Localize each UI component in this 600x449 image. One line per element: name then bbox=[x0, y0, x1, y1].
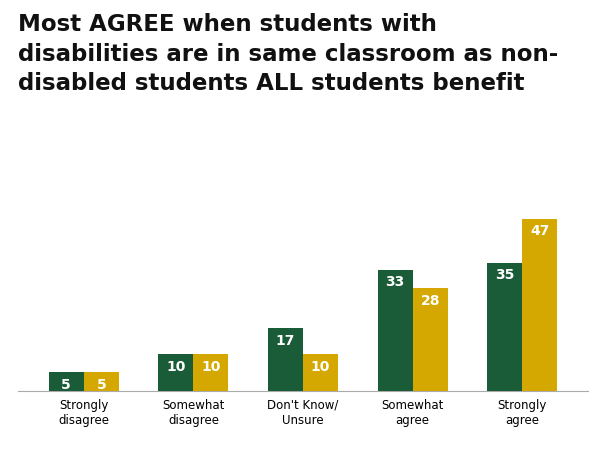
Bar bbox=[303, 354, 338, 391]
Text: 5: 5 bbox=[61, 378, 71, 392]
Bar bbox=[413, 288, 448, 391]
Bar bbox=[268, 328, 303, 391]
Text: 28: 28 bbox=[421, 294, 440, 308]
Text: 47: 47 bbox=[530, 224, 550, 238]
Bar bbox=[84, 372, 119, 391]
Text: 5: 5 bbox=[97, 378, 106, 392]
Text: 35: 35 bbox=[495, 268, 514, 282]
Text: 10: 10 bbox=[311, 360, 330, 374]
Bar bbox=[193, 354, 229, 391]
Bar bbox=[522, 219, 557, 391]
Text: Most AGREE when students with
disabilities are in same classroom as non-
disable: Most AGREE when students with disabiliti… bbox=[18, 13, 558, 95]
Text: 33: 33 bbox=[385, 275, 405, 290]
Bar bbox=[158, 354, 193, 391]
Text: 17: 17 bbox=[276, 334, 295, 348]
Bar bbox=[487, 263, 522, 391]
Bar bbox=[49, 372, 84, 391]
Bar bbox=[377, 270, 413, 391]
Text: 10: 10 bbox=[201, 360, 221, 374]
Text: 10: 10 bbox=[166, 360, 185, 374]
